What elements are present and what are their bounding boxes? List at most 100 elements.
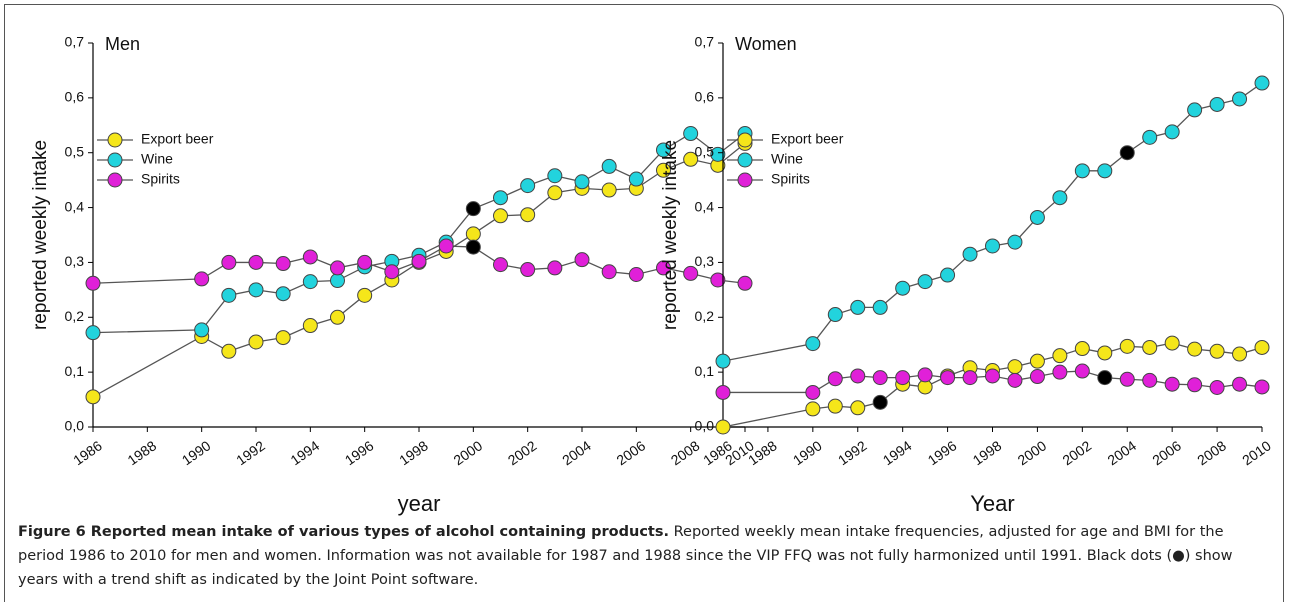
legend-label: Spirits xyxy=(141,171,180,187)
x-tick-label: 2006 xyxy=(613,437,648,468)
data-point xyxy=(628,266,644,282)
data-point xyxy=(1209,343,1225,359)
x-tick-label: 2004 xyxy=(1104,437,1139,468)
data-point xyxy=(1119,338,1135,354)
y-axis-label: reported weekly intake xyxy=(660,140,681,330)
data-point xyxy=(547,185,563,201)
data-point xyxy=(1119,371,1135,387)
data-point xyxy=(1187,341,1203,357)
data-point xyxy=(465,201,481,217)
data-point xyxy=(1029,209,1045,225)
data-point xyxy=(357,254,373,270)
x-tick-label: 2006 xyxy=(1149,437,1184,468)
x-tick-label: 2004 xyxy=(559,437,594,468)
y-tick-label: 0,4 xyxy=(65,198,85,214)
data-point xyxy=(520,207,536,223)
data-point xyxy=(715,419,731,435)
figure-frame xyxy=(4,4,1284,602)
data-point xyxy=(1052,348,1068,364)
data-point xyxy=(1029,369,1045,385)
data-point xyxy=(683,265,699,281)
data-point xyxy=(1187,102,1203,118)
data-point xyxy=(302,274,318,290)
series-line xyxy=(92,132,746,334)
x-tick-label: 1986 xyxy=(70,437,105,468)
data-point xyxy=(895,370,911,386)
data-point xyxy=(1232,346,1248,362)
y-tick-label: 0,7 xyxy=(695,34,715,50)
y-tick-label: 0,4 xyxy=(695,198,715,214)
data-point xyxy=(465,239,481,255)
data-point xyxy=(805,384,821,400)
data-point xyxy=(872,299,888,315)
data-point xyxy=(221,254,237,270)
data-point xyxy=(1164,124,1180,140)
y-tick-label: 0,3 xyxy=(695,253,715,269)
data-point xyxy=(493,190,508,206)
data-point xyxy=(850,368,866,384)
y-tick-label: 0,1 xyxy=(65,363,85,379)
y-tick-label: 0,1 xyxy=(695,363,715,379)
x-tick-label: 2000 xyxy=(1015,437,1050,468)
data-point xyxy=(1074,341,1090,357)
x-tick-label: 1996 xyxy=(925,437,960,468)
series-line xyxy=(92,142,746,398)
y-tick-label: 0,2 xyxy=(65,308,85,324)
x-tick-label: 1992 xyxy=(835,437,870,468)
data-point xyxy=(330,309,345,325)
data-point xyxy=(1119,145,1135,161)
data-point xyxy=(917,274,933,290)
x-axis-label: year xyxy=(398,491,441,516)
chart-title: Women xyxy=(735,34,797,54)
data-point xyxy=(710,146,726,162)
data-point xyxy=(683,126,699,142)
data-point xyxy=(493,208,508,224)
data-point xyxy=(85,325,101,341)
data-point xyxy=(547,260,563,276)
data-point xyxy=(895,280,911,296)
series-line xyxy=(723,370,1263,394)
x-tick-label: 1990 xyxy=(790,437,825,468)
data-point xyxy=(710,272,726,288)
y-tick-label: 0,5 xyxy=(65,143,85,159)
data-point xyxy=(940,267,956,283)
data-point xyxy=(248,334,264,350)
legend-label: Export beer xyxy=(141,131,214,147)
data-point xyxy=(1007,359,1023,375)
y-tick-label: 0,0 xyxy=(695,418,715,434)
data-point xyxy=(715,384,731,400)
data-point xyxy=(827,307,843,323)
legend-label: Wine xyxy=(141,151,173,167)
data-point xyxy=(1164,335,1180,351)
x-tick-label: 1994 xyxy=(880,437,915,468)
y-tick-label: 0,2 xyxy=(695,308,715,324)
data-point xyxy=(1029,353,1045,369)
y-tick-label: 0,3 xyxy=(65,253,85,269)
legend-marker xyxy=(737,172,753,188)
legend-marker xyxy=(107,132,123,148)
x-tick-label: 1990 xyxy=(179,437,214,468)
data-point xyxy=(1074,363,1090,379)
data-point xyxy=(1142,339,1158,355)
legend-marker xyxy=(737,152,753,168)
x-tick-label: 1996 xyxy=(342,437,377,468)
y-tick-label: 0,6 xyxy=(65,89,85,105)
caption-text: Reported weekly mean intake frequencies,… xyxy=(18,524,1233,588)
data-point xyxy=(330,273,345,289)
data-point xyxy=(248,254,264,270)
data-point xyxy=(574,174,590,190)
data-point xyxy=(601,264,617,280)
data-point xyxy=(275,286,291,302)
data-point xyxy=(465,226,481,242)
data-point xyxy=(85,275,101,291)
data-point xyxy=(1142,372,1158,388)
data-point xyxy=(1232,376,1248,392)
data-point xyxy=(194,271,210,287)
data-point xyxy=(872,370,888,386)
data-point xyxy=(1052,190,1068,206)
data-point xyxy=(1097,370,1113,386)
data-point xyxy=(493,257,508,273)
data-point xyxy=(1007,372,1023,388)
y-tick-label: 0,6 xyxy=(695,89,715,105)
x-axis-label: Year xyxy=(970,491,1014,516)
